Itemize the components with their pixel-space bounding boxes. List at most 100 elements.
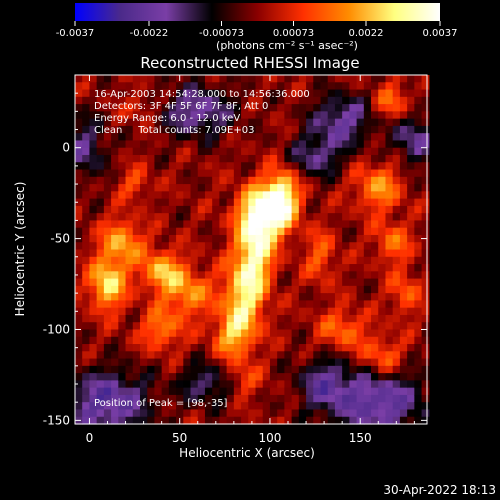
heatmap-cell — [176, 394, 184, 403]
heatmap-cell — [407, 293, 415, 301]
heatmap-cell — [197, 184, 206, 192]
heatmap-cell — [89, 285, 98, 294]
heatmap-cell — [349, 329, 358, 338]
heatmap-cell — [284, 140, 293, 149]
heatmap-cell — [103, 104, 112, 112]
heatmap-cell — [371, 380, 379, 389]
heatmap-cell — [197, 75, 206, 83]
heatmap-cell — [399, 314, 408, 323]
colorbar: -0.0037 -0.0022 -0.00073 0.00073 0.0022 0.003… — [56, 3, 458, 52]
heatmap-cell — [183, 351, 192, 360]
heatmap-cell — [298, 234, 307, 243]
heatmap-cell — [241, 380, 249, 389]
heatmap-cell — [363, 213, 372, 222]
heatmap-cell — [421, 96, 430, 105]
heatmap-cell — [378, 220, 387, 229]
heatmap-cell — [197, 140, 206, 149]
heatmap-cell — [313, 336, 322, 345]
heatmap-cell — [248, 365, 257, 374]
heatmap-cell — [125, 162, 134, 171]
heatmap-cell — [277, 140, 285, 149]
heatmap-cell — [139, 104, 148, 112]
heatmap-cell — [241, 82, 249, 91]
heatmap-cell — [392, 169, 401, 178]
heatmap-cell — [241, 278, 249, 287]
heatmap-cell — [385, 358, 394, 367]
heatmap-cell — [255, 125, 264, 134]
heatmap-cell — [356, 154, 365, 163]
heatmap-cell — [334, 358, 343, 367]
heatmap-cell — [89, 336, 98, 345]
heatmap-cell — [284, 336, 293, 345]
heatmap-cell — [298, 402, 307, 411]
heatmap-cell — [262, 380, 271, 389]
heatmap-cell — [125, 169, 134, 178]
heatmap-cell — [313, 358, 322, 367]
heatmap-cell — [96, 300, 105, 309]
heatmap-cell — [183, 242, 192, 251]
heatmap-cell — [89, 118, 98, 127]
heatmap-cell — [306, 300, 314, 309]
heatmap-cell — [407, 118, 415, 127]
heatmap-cell — [125, 285, 134, 294]
heatmap-cell — [190, 184, 199, 192]
heatmap-cell — [392, 264, 401, 272]
heatmap-cell — [291, 373, 300, 381]
heatmap-cell — [96, 271, 105, 280]
heatmap-cell — [161, 351, 170, 360]
heatmap-cell — [262, 75, 271, 83]
heatmap-cell — [421, 227, 430, 236]
heatmap-cell — [147, 285, 156, 294]
heatmap-cell — [132, 220, 141, 229]
heatmap-cell — [414, 300, 423, 309]
heatmap-cell — [371, 104, 379, 112]
heatmap-cell — [154, 416, 163, 425]
heatmap-cell — [118, 380, 127, 389]
heatmap-cell — [356, 82, 365, 91]
heatmap-cell — [147, 387, 156, 396]
heatmap-cell — [168, 329, 177, 338]
heatmap-cell — [168, 111, 177, 120]
heatmap-cell — [255, 234, 264, 243]
heatmap-cell — [363, 307, 372, 316]
heatmap-cell — [96, 380, 105, 389]
heatmap-cell — [334, 89, 343, 98]
heatmap-cell — [241, 154, 249, 163]
heatmap-cell — [241, 409, 249, 418]
heatmap-cell — [219, 176, 228, 185]
heatmap-cell — [125, 191, 134, 200]
heatmap-cell — [111, 242, 119, 251]
heatmap-cell — [327, 285, 336, 294]
heatmap-cell — [269, 147, 278, 156]
heatmap-cell — [313, 96, 322, 105]
heatmap-cell — [269, 104, 278, 112]
heatmap-cell — [371, 89, 379, 98]
heatmap-cell — [313, 380, 322, 389]
heatmap-cell — [190, 373, 199, 381]
heatmap-cell — [262, 89, 271, 98]
heatmap-cell — [320, 409, 329, 418]
heatmap-cell — [399, 162, 408, 171]
heatmap-cell — [96, 373, 105, 381]
heatmap-cell — [277, 133, 285, 142]
heatmap-cell — [363, 285, 372, 294]
heatmap-cell — [269, 176, 278, 185]
heatmap-cell — [277, 184, 285, 192]
heatmap-cell — [176, 213, 184, 222]
heatmap-cell — [132, 373, 141, 381]
heatmap-cell — [103, 329, 112, 338]
heatmap-cell — [320, 329, 329, 338]
chart-title: Reconstructed RHESSI Image — [140, 54, 359, 72]
heatmap-cell — [313, 373, 322, 381]
heatmap-cell — [407, 82, 415, 91]
heatmap-cell — [399, 198, 408, 207]
heatmap-cell — [313, 365, 322, 374]
heatmap-cell — [147, 256, 156, 265]
heatmap-cell — [320, 147, 329, 156]
heatmap-cell — [284, 249, 293, 258]
heatmap-cell — [284, 365, 293, 374]
heatmap-cell — [96, 227, 105, 236]
heatmap-cell — [161, 322, 170, 331]
heatmap-cell — [176, 271, 184, 280]
heatmap-cell — [183, 118, 192, 127]
